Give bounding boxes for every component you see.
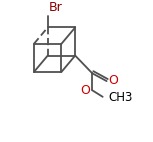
Text: CH3: CH3 xyxy=(108,91,132,104)
Text: Br: Br xyxy=(49,1,63,14)
Text: O: O xyxy=(80,84,90,97)
Text: O: O xyxy=(109,74,118,87)
